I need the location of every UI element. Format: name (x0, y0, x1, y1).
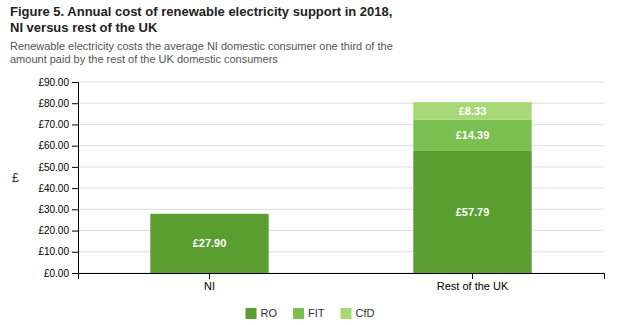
y-tick-mark (72, 188, 78, 189)
legend-label: CfD (356, 307, 375, 319)
bar (413, 150, 531, 273)
data-labels: £27.90 £57.79 £14.39 £8.33 (193, 105, 490, 249)
bar (413, 102, 531, 120)
series (413, 102, 531, 120)
series (150, 150, 531, 273)
x-tick-label: Rest of the UK (437, 280, 509, 292)
y-tick-label: £40.00 (38, 183, 69, 194)
title-line: NI versus rest of the UK (10, 20, 158, 35)
legend-swatch (341, 308, 352, 319)
y-tick: £90.00 (38, 77, 78, 88)
y-tick: £60.00 (38, 140, 78, 151)
legend-item: CfD (341, 307, 375, 319)
y-tick-label: £70.00 (38, 119, 69, 130)
y-tick-label: £0.00 (44, 268, 69, 279)
y-tick: £10.00 (38, 246, 78, 257)
plot: £27.90 £57.79 £14.39 £8.33 £0.00 £10.00 £20.00… (38, 77, 604, 292)
subtitle-line: amount paid by the rest of the UK domest… (10, 53, 278, 65)
x-axis-line (79, 274, 605, 280)
y-tick-mark (72, 209, 78, 210)
y-tick: £0.00 (44, 268, 78, 279)
legend-item: FIT (293, 307, 325, 319)
y-tick-mark (72, 167, 78, 168)
grid-line (78, 82, 604, 83)
x-tick-mark (472, 273, 473, 279)
y-tick: £50.00 (38, 162, 78, 173)
y-tick-mark (72, 103, 78, 104)
y-tick-label: £90.00 (38, 77, 69, 88)
x-tick-mark (209, 273, 210, 279)
bar (150, 213, 268, 214)
y-tick: £30.00 (38, 204, 78, 215)
chart: Figure 5. Annual cost of renewable elect… (0, 0, 620, 325)
bar (150, 214, 268, 273)
subtitle-line: Renewable electricity costs the average … (10, 40, 393, 52)
y-tick: £20.00 (38, 225, 78, 236)
y-tick-mark (72, 273, 78, 274)
y-tick-label: £30.00 (38, 204, 69, 215)
y-axis: £0.00 £10.00 £20.00 £30.00 £40.00 £50.00 £60.0… (38, 77, 78, 279)
y-tick-mark (72, 124, 78, 125)
x-axis: NI Rest of the UK (79, 273, 605, 292)
y-tick: £80.00 (38, 98, 78, 109)
y-axis-title: £ (12, 171, 19, 185)
data-label: £57.79 (456, 206, 490, 218)
legend: RO FIT CfD (246, 307, 375, 319)
data-label: £8.33 (459, 105, 487, 117)
title: Figure 5. Annual cost of renewable elect… (10, 4, 392, 35)
y-tick: £70.00 (38, 119, 78, 130)
y-tick-label: £80.00 (38, 98, 69, 109)
title-line: Figure 5. Annual cost of renewable elect… (10, 4, 392, 19)
y-tick-mark (72, 231, 78, 232)
y-axis-line (72, 83, 79, 274)
data-label: £27.90 (193, 237, 227, 249)
y-tick-label: £50.00 (38, 162, 69, 173)
y-tick: £40.00 (38, 183, 78, 194)
legend-swatch (293, 308, 304, 319)
legend-item: RO (246, 307, 278, 319)
y-tick-label: £60.00 (38, 140, 69, 151)
y-tick-label: £20.00 (38, 225, 69, 236)
legend-label: FIT (308, 307, 325, 319)
legend-swatch (246, 308, 257, 319)
subtitle: Renewable electricity costs the average … (10, 40, 393, 65)
bar (413, 120, 531, 151)
x-tick: Rest of the UK (437, 273, 509, 292)
bars (150, 102, 531, 273)
data-label: £14.39 (456, 129, 490, 141)
x-tick-label: NI (204, 280, 215, 292)
legend-label: RO (261, 307, 278, 319)
bar (150, 213, 268, 214)
grid (78, 82, 604, 273)
x-tick: NI (204, 273, 215, 292)
y-tick-mark (72, 252, 78, 253)
series (413, 120, 531, 151)
y-tick-label: £10.00 (38, 246, 69, 257)
y-tick-mark (72, 146, 78, 147)
y-tick-mark (72, 82, 78, 83)
